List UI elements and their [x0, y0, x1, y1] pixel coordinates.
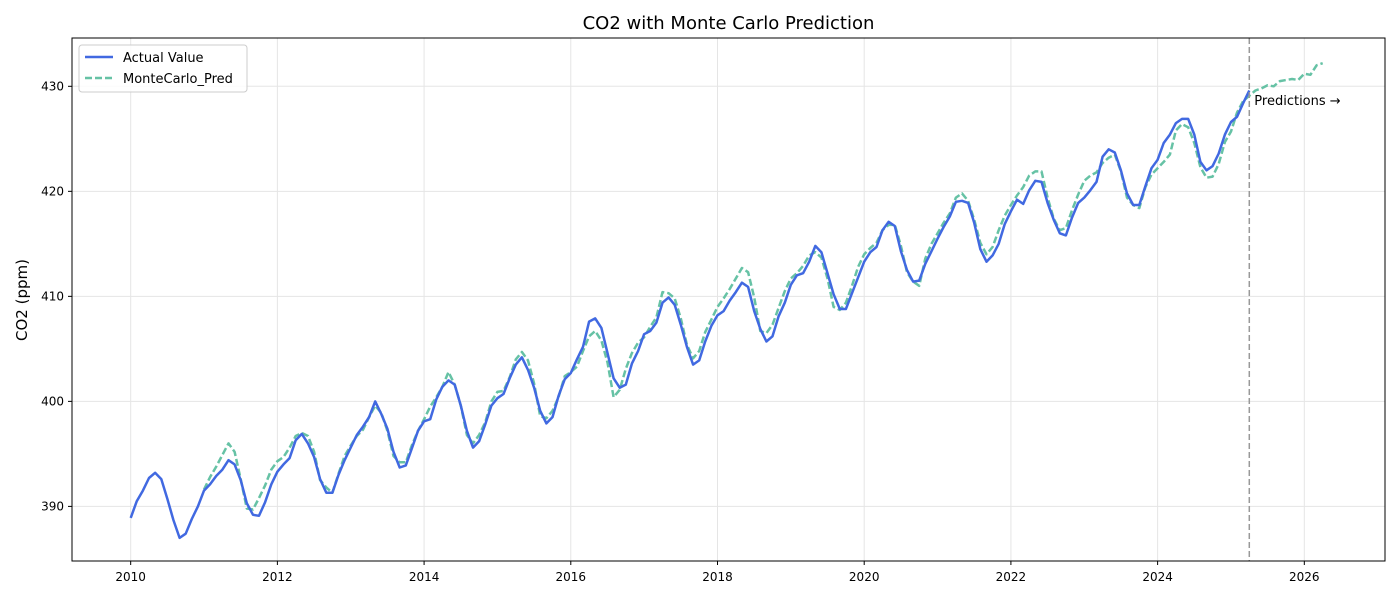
annotation-layer: Predictions →	[1248, 38, 1341, 561]
x-tick-label: 2024	[1142, 570, 1173, 584]
chart-title: CO2 with Monte Carlo Prediction	[583, 13, 875, 34]
x-tick-label: 2010	[115, 570, 146, 584]
x-tick-label: 2026	[1289, 570, 1320, 584]
x-tick-label: 2022	[996, 570, 1027, 584]
x-tick-label: 2012	[262, 570, 293, 584]
x-tick-label: 2020	[849, 570, 880, 584]
y-tick-label: 420	[41, 184, 64, 198]
y-tick-label: 400	[41, 394, 64, 408]
predictions-annotation: Predictions →	[1254, 94, 1340, 109]
x-tick-label: 2014	[409, 570, 440, 584]
series-line-actual	[129, 89, 1251, 540]
ticks-layer: 2010 2012 2014 2016 2018 2020 2022 2024 2026 390 4…	[41, 79, 1319, 584]
y-axis-title: CO2 (ppm)	[13, 259, 31, 341]
plot-area-frame	[71, 37, 1386, 562]
series-line-montecarlo	[202, 62, 1324, 511]
legend-label-montecarlo: MonteCarlo_Pred	[123, 72, 233, 87]
legend: Actual Value MonteCarlo_Pred	[78, 44, 248, 93]
grid-layer	[72, 38, 1385, 561]
legend-label-actual: Actual Value	[123, 51, 204, 66]
x-tick-label: 2018	[702, 570, 733, 584]
x-tick-label: 2016	[556, 570, 587, 584]
y-tick-label: 390	[41, 499, 64, 513]
series-layer	[129, 62, 1324, 540]
legend-box	[78, 44, 248, 93]
y-tick-label: 410	[41, 289, 64, 303]
y-tick-label: 430	[41, 79, 64, 93]
